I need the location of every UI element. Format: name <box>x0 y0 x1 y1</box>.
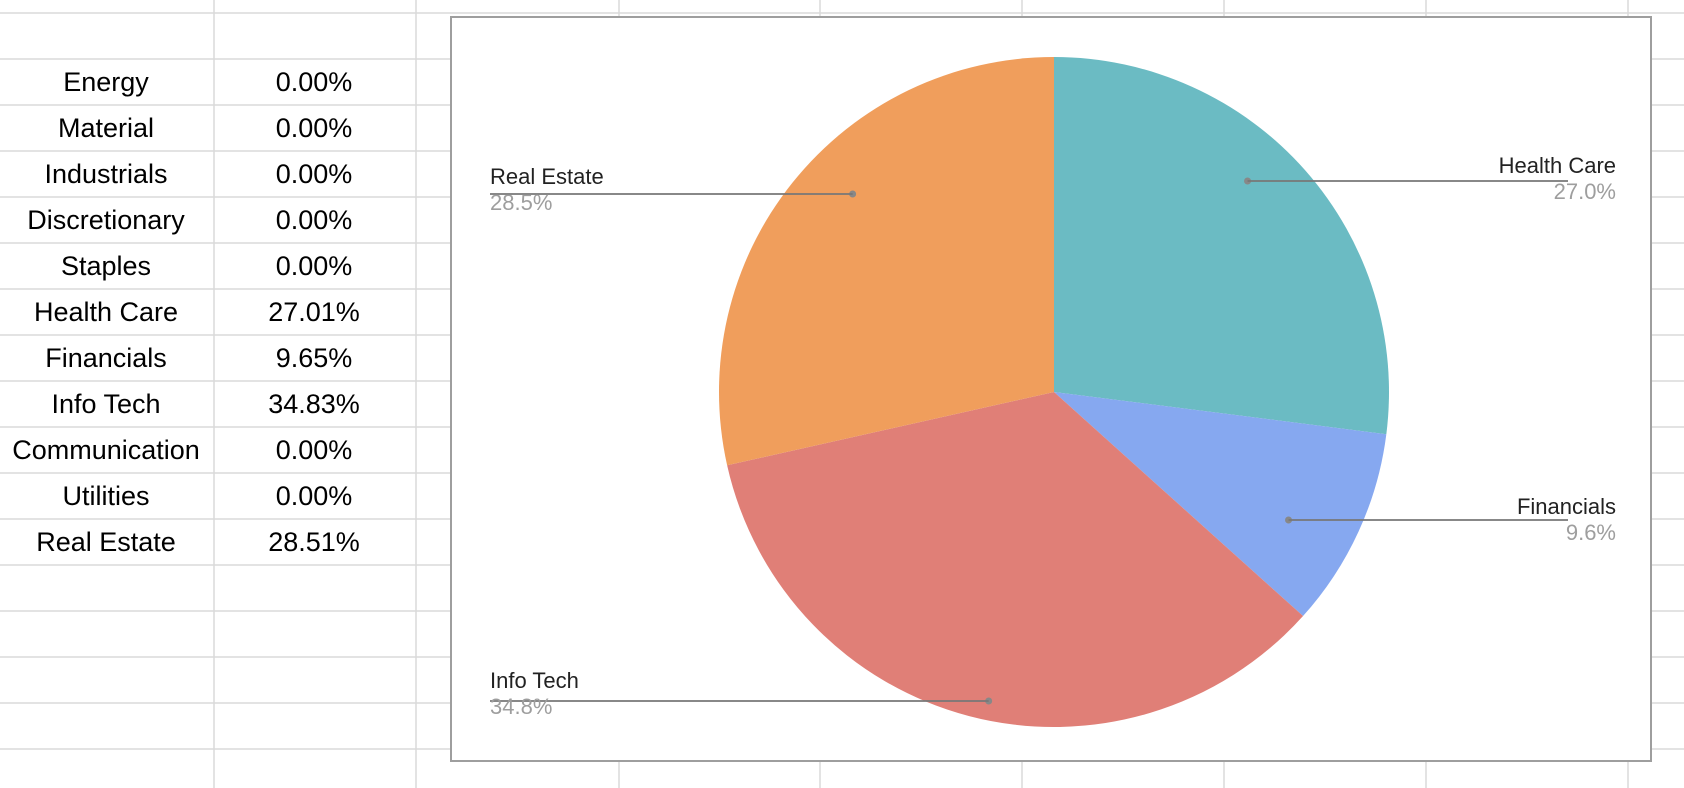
slice-label-real-estate: Real Estate 28.5% <box>490 164 604 216</box>
pie-slice-info-tech <box>727 392 1304 727</box>
slice-label-name: Real Estate <box>490 164 604 189</box>
sector-cell[interactable]: Utilities <box>62 481 150 511</box>
weight-cell[interactable]: 9.65% <box>275 343 353 373</box>
sector-cell[interactable]: Industrials <box>44 159 168 189</box>
leader-dot <box>1285 516 1293 524</box>
sector-cell[interactable]: Energy <box>63 67 149 97</box>
weight-cell[interactable]: 27.01% <box>268 297 360 327</box>
weight-cell[interactable]: 28.51% <box>268 527 360 557</box>
sector-cell[interactable]: Real Estate <box>36 527 176 557</box>
pie-slice-health-care <box>1054 57 1389 435</box>
leader-dot <box>1244 177 1252 185</box>
pie-slice-real-estate <box>719 57 1054 466</box>
weight-cell[interactable]: 0.00% <box>275 251 353 281</box>
slice-label-health-care: Health Care 27.0% <box>1499 153 1616 205</box>
slice-label-percent: 27.0% <box>1553 179 1616 204</box>
pie-slice-financials <box>1054 392 1387 617</box>
sector-cell[interactable]: Material <box>57 113 155 143</box>
slice-label-name: Financials <box>1516 494 1616 519</box>
sector-cell[interactable]: Info Tech <box>51 389 161 419</box>
weight-cell[interactable]: 0.00% <box>275 205 353 235</box>
slice-label-percent: 28.5% <box>490 190 553 215</box>
weight-cell[interactable]: 0.00% <box>275 113 353 143</box>
weight-cell[interactable]: 0.00% <box>275 481 353 511</box>
sector-cell[interactable]: Discretionary <box>27 205 185 235</box>
sector-cell[interactable]: Health Care <box>33 297 179 327</box>
sector-cell[interactable]: Communication <box>12 435 200 465</box>
sector-cell[interactable]: Staples <box>60 251 152 281</box>
weight-cell[interactable]: 34.83% <box>268 389 360 419</box>
slice-label-name: Health Care <box>1498 153 1616 178</box>
slice-label-financials: Financials 9.6% <box>1517 494 1616 546</box>
slice-label-percent: 34.8% <box>490 694 553 719</box>
slice-label-info-tech: Info Tech 34.8% <box>490 668 579 720</box>
slice-label-name: Info Tech <box>490 668 579 693</box>
pie-chart[interactable]: Real Estate 28.5% Health Care 27.0% Fina… <box>450 16 1652 762</box>
sector-cell[interactable]: Financials <box>45 343 167 373</box>
weight-cell[interactable]: 0.00% <box>275 67 353 97</box>
pie-svg <box>490 57 1568 727</box>
slice-label-percent: 9.6% <box>1565 520 1616 545</box>
weight-cell[interactable]: 0.00% <box>275 159 353 189</box>
weight-cell[interactable]: 0.00% <box>275 435 353 465</box>
